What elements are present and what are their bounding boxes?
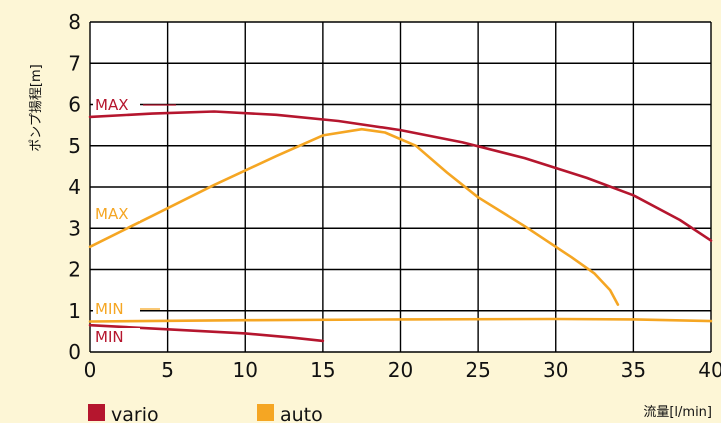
x-tick-label: 20 (388, 358, 413, 382)
x-tick-labels: 0 5 10 15 20 25 30 35 40 (84, 358, 721, 382)
y-tick-label: 4 (68, 175, 81, 199)
x-tick-label: 10 (233, 358, 258, 382)
y-tick-label: 7 (68, 51, 81, 75)
y-tick-label: 6 (68, 93, 81, 117)
curve-label-bg (93, 205, 140, 221)
y-tick-label: 3 (68, 216, 81, 240)
curve-label-vario-max: MAX (95, 96, 128, 114)
y-tick-label: 1 (68, 299, 81, 323)
curve-label-bg (93, 96, 140, 112)
x-tick-label: 35 (621, 358, 646, 382)
x-tick-label: 25 (465, 358, 490, 382)
y-tick-label: 5 (68, 134, 81, 158)
y-tick-label: 8 (68, 10, 81, 34)
legend-label-vario: vario (111, 404, 159, 423)
x-tick-label: 30 (543, 358, 568, 382)
x-tick-label: 40 (698, 358, 721, 382)
series-line-auto-min (88, 317, 713, 323)
curve-label-vario-min: MIN (95, 328, 124, 346)
series-line-vario-max (88, 110, 713, 242)
x-tick-label: 5 (161, 358, 174, 382)
x-tick-label: 15 (310, 358, 335, 382)
curve-labels: MAX MIN MAX MIN (93, 96, 176, 346)
curve-label-bg (93, 300, 140, 316)
x-axis-title: 流量[l/min] (643, 405, 712, 420)
y-tick-labels: 0 1 2 3 4 5 6 7 8 (68, 10, 81, 364)
legend: vario auto (88, 404, 323, 423)
legend-label-auto: auto (280, 404, 323, 423)
series-line-vario-min (88, 323, 325, 343)
x-tick-label: 0 (84, 358, 97, 382)
y-axis-title: ポンプ揚程[m] (28, 64, 44, 151)
series-line-auto-max (88, 127, 620, 306)
y-tick-label: 2 (68, 258, 81, 282)
y-tick-label: 0 (68, 340, 81, 364)
legend-swatch-vario (88, 404, 105, 421)
legend-swatch-auto (257, 404, 274, 421)
curve-label-bg (93, 328, 140, 344)
curve-label-auto-max: MAX (95, 205, 128, 223)
curves (88, 110, 713, 343)
curve-label-auto-min: MIN (95, 300, 124, 318)
